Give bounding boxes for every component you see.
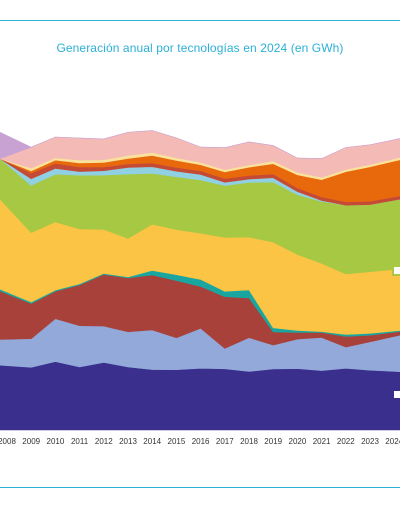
x-tick-label: 2024 <box>385 437 400 446</box>
x-tick-label: 2022 <box>337 437 355 446</box>
x-tick-label: 2020 <box>289 437 307 446</box>
area-series-1 <box>0 361 400 431</box>
x-tick-label: 2011 <box>71 437 89 446</box>
area-layers <box>0 130 400 431</box>
x-tick-label: 2015 <box>168 437 186 446</box>
legend-marker-1 <box>392 265 400 276</box>
x-tick-label: 2013 <box>119 437 137 446</box>
x-tick-label: 2010 <box>47 437 65 446</box>
x-tick-label: 2019 <box>264 437 282 446</box>
x-tick-label: 2009 <box>22 437 40 446</box>
legend-markers <box>392 265 400 400</box>
x-tick-label: 2017 <box>216 437 234 446</box>
x-tick-label: 2021 <box>313 437 331 446</box>
x-tick-label: 2008 <box>0 437 16 446</box>
top-rule <box>0 20 400 21</box>
x-axis-ticks: 2008 2009 2010 2011 2012 2013 2014 2015 2016 2017… <box>0 437 400 446</box>
chart-title: Generación anual por tecnologías en 2024… <box>56 41 344 55</box>
x-tick-label: 2023 <box>361 437 379 446</box>
x-tick-label: 2018 <box>240 437 258 446</box>
bottom-rule <box>0 487 400 488</box>
x-tick-label: 2012 <box>95 437 113 446</box>
legend-marker-2 <box>392 389 400 400</box>
x-tick-label: 2014 <box>143 437 161 446</box>
area-series-12 <box>0 130 400 160</box>
x-tick-label: 2016 <box>192 437 210 446</box>
